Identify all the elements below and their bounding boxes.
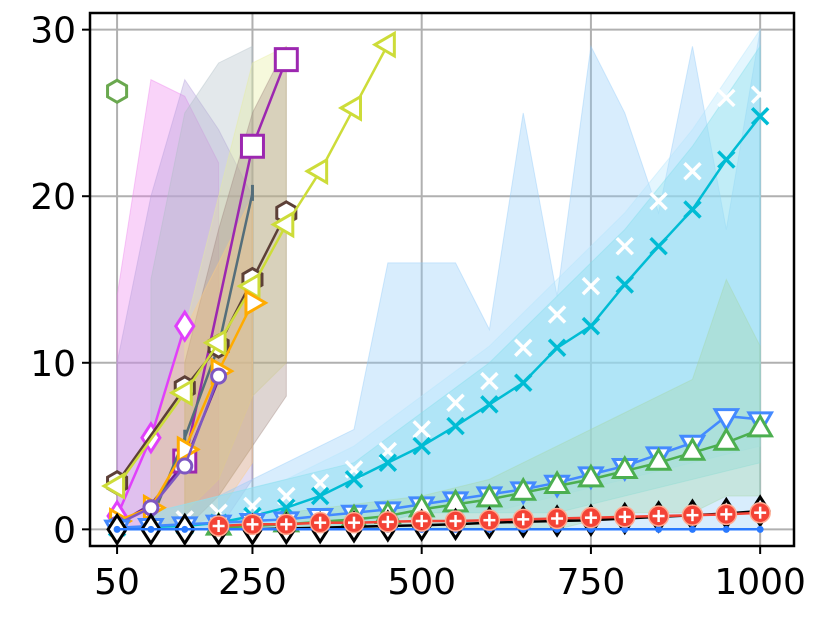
series-9-point-16	[717, 88, 736, 108]
series-9-point-10	[513, 338, 533, 358]
series-14-point-1	[147, 525, 155, 533]
series-15-point-5	[377, 511, 399, 533]
series-15-point-12	[614, 506, 636, 528]
series-9-point-12	[581, 276, 601, 296]
series-6-point-1	[168, 378, 193, 407]
series-10-point-18	[750, 107, 770, 126]
series-10-point-15	[649, 236, 668, 256]
series-12-point-11	[644, 446, 673, 471]
plot-frame	[88, 11, 796, 548]
y-tick-label-2: 20	[30, 177, 76, 218]
series-8-line	[116, 375, 220, 526]
series-8-point-3	[210, 367, 228, 385]
series-9-point-11	[547, 305, 567, 324]
series-10-point-5	[310, 486, 330, 506]
series-9-point-17	[750, 85, 770, 104]
series-12-point-8	[543, 470, 571, 495]
series-9-point-15	[683, 161, 702, 181]
series-15-point-9	[512, 508, 534, 531]
series-12-point-12	[678, 436, 707, 461]
series-11-point-18	[712, 408, 741, 433]
series-10-point-12	[547, 338, 567, 358]
series-12-point-13	[712, 426, 741, 451]
series-10-point-11	[513, 373, 533, 393]
x-tick-label-0: 50	[94, 562, 140, 603]
series-15-point-7	[444, 510, 467, 532]
y-tick-label-3: 30	[30, 11, 76, 52]
series-6-point-5	[304, 157, 329, 186]
series-14-point-2	[181, 525, 189, 533]
series-9-point-4	[310, 473, 330, 492]
series-2-point-2	[173, 309, 196, 343]
series-12-point-10	[610, 455, 639, 480]
series-10-point-9	[446, 416, 465, 436]
series-9-point-13	[615, 236, 635, 256]
series-15-point-0	[207, 515, 230, 537]
series-15-point-15	[715, 503, 738, 526]
series-9-point-9	[480, 371, 499, 391]
series-7-point-4	[244, 288, 269, 317]
y-tick-label-0: 0	[53, 510, 76, 551]
x-tick-label-1: 250	[218, 562, 287, 603]
series-9-point-8	[446, 393, 465, 412]
series-14-point-0	[113, 525, 121, 533]
series-10-point-6	[344, 470, 364, 489]
series-6	[101, 30, 396, 500]
series-14-point-15	[621, 525, 629, 533]
series-10-point-16	[683, 200, 702, 219]
series-9	[175, 85, 770, 529]
series-10-point-17	[717, 150, 736, 169]
series-15-point-4	[343, 511, 365, 534]
series-9-point-7	[412, 420, 431, 439]
series-12-point-6	[475, 483, 504, 508]
x-axis: 50 250 500 750 1000	[94, 546, 806, 603]
series-15-point-2	[275, 513, 298, 536]
series-0-point-0	[106, 78, 129, 105]
x-tick-label-3: 750	[557, 562, 626, 603]
series-15-point-16	[749, 501, 771, 524]
series-0	[106, 78, 129, 105]
x-tick-label-2: 500	[387, 562, 456, 603]
series-15-point-3	[309, 511, 331, 534]
series-15-point-14	[681, 504, 704, 526]
series-6-point-2	[202, 328, 227, 357]
series-14-point-16	[655, 525, 663, 533]
y-axis: 0 10 20 30	[30, 11, 90, 551]
series-6-point-7	[371, 30, 396, 59]
series-15-point-10	[546, 507, 568, 530]
series-3-point-2	[273, 47, 299, 73]
series-15-point-6	[410, 510, 433, 532]
x-tick-label-4: 1000	[714, 562, 806, 603]
series-12-point-7	[509, 476, 538, 501]
series-15-point-11	[580, 506, 602, 529]
series-15-point-13	[647, 505, 670, 527]
series-10-point-14	[615, 275, 635, 294]
series-12-point-9	[577, 463, 605, 488]
series-15-point-8	[478, 509, 501, 531]
series-10-point-13	[581, 316, 601, 336]
series-12-point-14	[746, 413, 775, 438]
series-10-point-7	[378, 453, 398, 472]
series-6-point-0	[101, 472, 126, 500]
data-series	[101, 30, 775, 546]
series-15	[207, 501, 771, 537]
series-9-point-14	[649, 191, 668, 211]
series-14-point-17	[688, 525, 696, 533]
series-10-point-10	[480, 395, 499, 414]
series-10-point-8	[412, 436, 431, 456]
series-14-point-18	[722, 525, 730, 533]
series-6-point-4	[270, 210, 295, 239]
series-8-point-2	[176, 457, 194, 475]
series-3-point-1	[239, 133, 265, 159]
series-6-point-6	[338, 94, 362, 122]
y-tick-label-1: 10	[30, 344, 76, 385]
series-15-point-1	[241, 513, 264, 536]
series-14-point-19	[756, 525, 764, 533]
